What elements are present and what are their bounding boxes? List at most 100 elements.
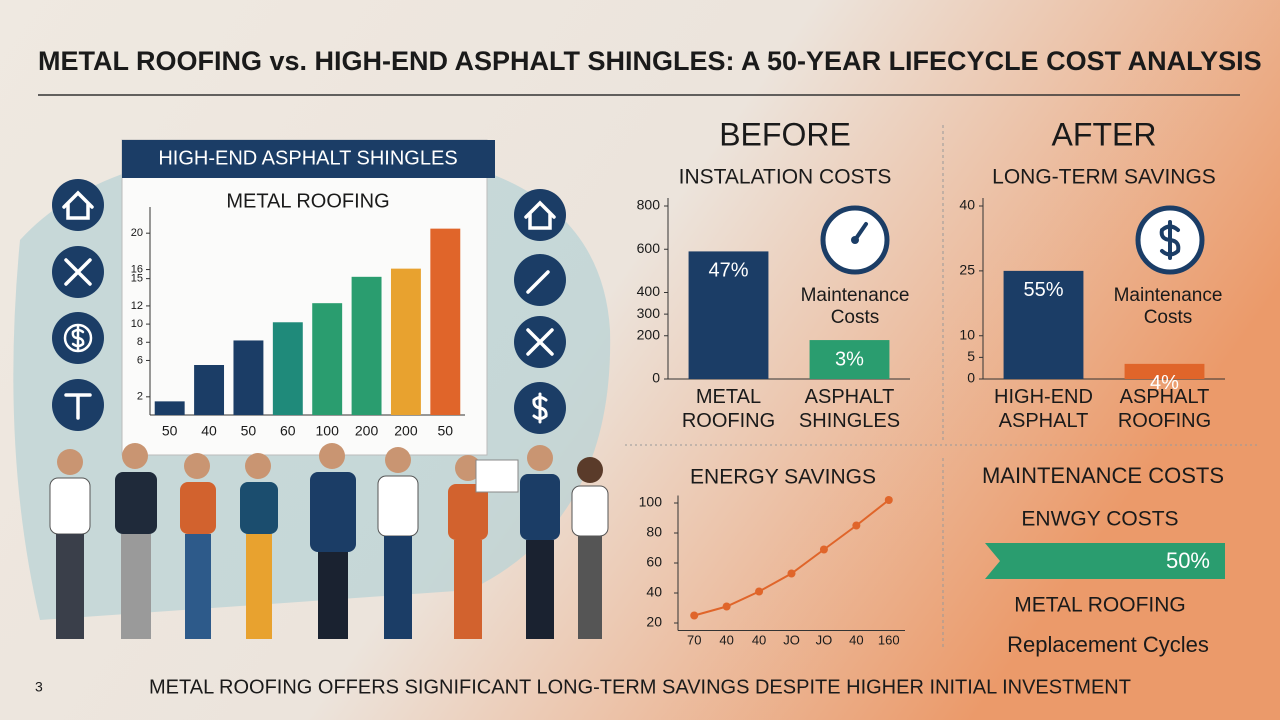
- dollar-icon: [1135, 205, 1205, 275]
- x-tick-label: 40: [719, 632, 733, 647]
- x-tick-label: 40: [201, 423, 217, 439]
- panel-header: [122, 140, 495, 178]
- bar: [312, 303, 343, 415]
- x-tick-label: 40: [752, 632, 766, 647]
- summary-note: Replacement Cycles: [1007, 632, 1209, 657]
- icon-house: [514, 189, 566, 241]
- chart-title: ENERGY SAVINGS: [690, 466, 876, 489]
- section-title: AFTER: [1052, 116, 1157, 152]
- person: [49, 449, 91, 639]
- point: [819, 545, 828, 554]
- x-tick-label: ASPHALT SHINGLES: [799, 386, 900, 432]
- person: [310, 443, 356, 639]
- y-tick-label: 0: [652, 370, 660, 386]
- bar: [1003, 270, 1084, 379]
- y-tick-label: 20: [646, 614, 662, 630]
- y-tick-label: 80: [646, 524, 662, 540]
- x-tick-label: 50: [162, 423, 178, 439]
- summary-bar-text: 50%: [1166, 548, 1210, 573]
- y-tick-label: 6: [137, 354, 143, 366]
- bar-text: 3%: [835, 348, 864, 370]
- bar: [809, 340, 890, 379]
- glyph: [526, 328, 554, 356]
- bar: [430, 228, 461, 415]
- glyph: [62, 190, 94, 220]
- y-tick-label: 100: [639, 494, 663, 510]
- glyph: [524, 200, 556, 230]
- person: [377, 447, 419, 639]
- glyph: [526, 270, 550, 294]
- clock-icon: [820, 205, 890, 275]
- glyph: [64, 393, 92, 420]
- bar: [194, 365, 225, 415]
- y-tick-label: 0: [967, 370, 975, 386]
- y-tick-label: 40: [959, 197, 975, 213]
- icon-glyphs: [62, 190, 556, 424]
- chart-title: METAL ROOFING: [226, 190, 389, 212]
- annotation: Maintenance Costs: [801, 285, 910, 328]
- x-tick-label: JO: [816, 632, 833, 647]
- x-tick-label: ASPHALT ROOFING: [1118, 386, 1211, 432]
- bar: [233, 340, 264, 415]
- chart-title: INSTALATION COSTS: [679, 166, 892, 189]
- person: [520, 445, 560, 639]
- y-tick-label: 25: [959, 262, 975, 278]
- summary-subtitle: ENWGY COSTS: [1021, 508, 1178, 531]
- person: [240, 453, 278, 639]
- x-tick-label: 200: [355, 423, 379, 439]
- bar: [1124, 363, 1205, 379]
- person: [115, 443, 157, 639]
- bar-text: 47%: [708, 260, 748, 282]
- y-tick-label: 40: [646, 584, 662, 600]
- glyph: [71, 325, 85, 351]
- x-tick-label: 200: [394, 423, 418, 439]
- annotation: Maintenance Costs: [1114, 285, 1223, 328]
- slide-title: METAL ROOFING vs. HIGH-END ASPHALT SHING…: [38, 46, 1262, 76]
- x-tick-label: METAL ROOFING: [682, 386, 775, 432]
- y-tick-label: 600: [637, 240, 661, 256]
- bar-text: 4%: [1150, 372, 1179, 394]
- x-tick-label: JO: [783, 632, 800, 647]
- summary-title: MAINTENANCE COSTS: [982, 463, 1224, 488]
- point: [884, 496, 893, 504]
- glyph: [63, 323, 93, 353]
- y-tick-label: 16: [131, 263, 143, 275]
- y-tick-label: 12: [131, 300, 143, 312]
- y-tick-label: 20: [131, 227, 143, 239]
- y-tick-label: 300: [637, 305, 661, 321]
- bar: [688, 251, 769, 379]
- person: [180, 453, 216, 639]
- people-illustration: [49, 443, 609, 639]
- point: [722, 602, 731, 611]
- footer: METAL ROOFING OFFERS SIGNIFICANT LONG-TE…: [149, 676, 1131, 698]
- y-tick-label: 8: [137, 336, 143, 348]
- y-tick-label: 60: [646, 554, 662, 570]
- bar: [272, 322, 303, 415]
- panel-header-text: HIGH-END ASPHALT SHINGLES: [158, 147, 457, 169]
- y-tick-label: 200: [637, 326, 661, 342]
- chart-title: LONG-TERM SAVINGS: [992, 166, 1216, 189]
- y-tick-label: 400: [637, 283, 661, 299]
- y-tick-label: 5: [967, 348, 975, 364]
- x-tick-label: 70: [687, 632, 701, 647]
- person: [448, 455, 519, 639]
- summary-item: METAL ROOFING: [1014, 594, 1186, 617]
- glyph: [64, 258, 92, 286]
- bar: [390, 268, 421, 415]
- icon-house: [52, 179, 104, 231]
- point: [755, 587, 764, 596]
- bar-text: 55%: [1023, 279, 1063, 301]
- x-tick-label: 40: [849, 632, 863, 647]
- x-tick-label: 100: [316, 423, 340, 439]
- y-tick-label: 800: [637, 197, 661, 213]
- x-tick-label: 50: [241, 423, 257, 439]
- bar: [351, 276, 382, 415]
- x-tick-label: 50: [438, 423, 454, 439]
- x-tick-label: HIGH-END ASPHALT: [994, 386, 1093, 432]
- point: [852, 521, 861, 530]
- glyph: [532, 392, 548, 424]
- summary-bar: [985, 543, 1225, 579]
- x-tick-label: 60: [280, 423, 296, 439]
